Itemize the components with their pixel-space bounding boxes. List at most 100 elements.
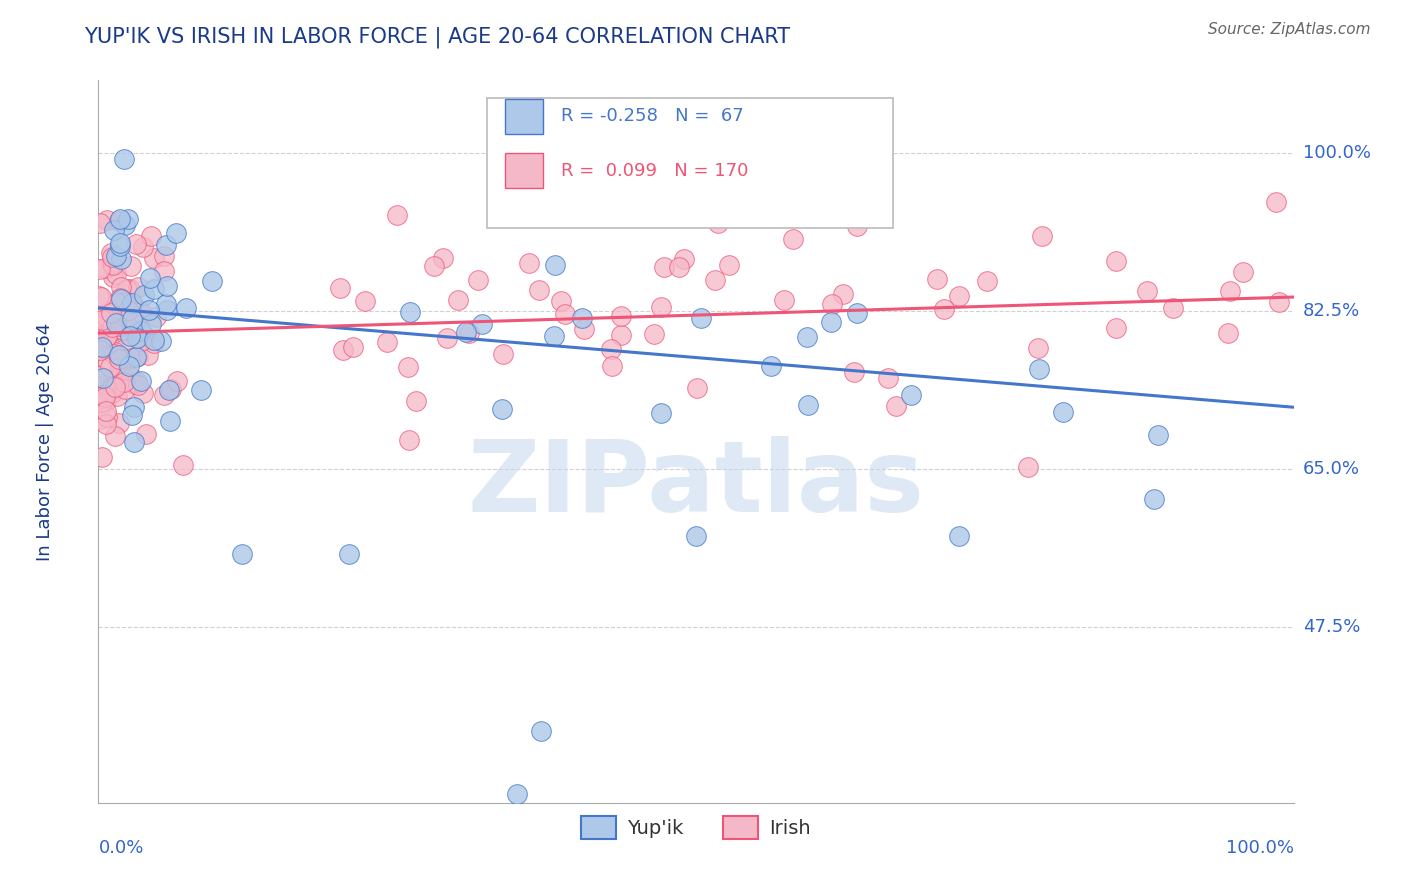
Point — [139, 228, 162, 243]
Point — [456, 325, 478, 339]
Point — [457, 326, 479, 341]
Point — [127, 349, 149, 363]
Text: YUP'IK VS IRISH IN LABOR FORCE | AGE 20-64 CORRELATION CHART: YUP'IK VS IRISH IN LABOR FORCE | AGE 20-… — [84, 27, 790, 48]
Point — [707, 216, 730, 230]
Point — [125, 375, 148, 389]
Point — [89, 262, 111, 277]
Point — [527, 283, 550, 297]
Text: 0.0%: 0.0% — [98, 838, 143, 857]
Point — [110, 279, 132, 293]
Point — [600, 359, 623, 373]
Point — [142, 336, 165, 351]
Point — [100, 380, 122, 394]
Point — [491, 402, 513, 417]
Text: 100.0%: 100.0% — [1303, 144, 1371, 161]
Point — [166, 374, 188, 388]
Point — [94, 318, 117, 332]
Point — [1052, 405, 1074, 419]
Point — [844, 365, 866, 379]
Point — [94, 393, 117, 408]
Point — [114, 310, 136, 324]
Point — [550, 294, 572, 309]
Point — [685, 529, 707, 543]
Point — [129, 305, 152, 319]
Point — [97, 320, 120, 334]
Point — [820, 166, 842, 180]
Text: In Labor Force | Age 20-64: In Labor Force | Age 20-64 — [35, 322, 53, 561]
Point — [90, 340, 112, 354]
Point — [141, 318, 163, 332]
Point — [572, 322, 595, 336]
Point — [353, 294, 375, 309]
Point — [90, 290, 112, 304]
Point — [94, 417, 117, 431]
Point — [117, 303, 139, 318]
Point — [610, 309, 633, 323]
Point — [156, 302, 179, 317]
Point — [796, 330, 818, 344]
Point — [108, 211, 131, 226]
Point — [104, 267, 127, 281]
Point — [129, 324, 152, 338]
Point — [610, 327, 633, 342]
Point — [129, 374, 152, 388]
Point — [339, 548, 361, 562]
Point — [104, 380, 127, 394]
Point — [155, 297, 177, 311]
Point — [948, 529, 970, 543]
Point — [436, 331, 458, 345]
Point — [1147, 428, 1170, 442]
Point — [492, 347, 515, 361]
Point — [105, 295, 128, 310]
Point — [114, 295, 136, 310]
Point — [143, 251, 166, 265]
Point — [398, 433, 420, 447]
Point — [112, 351, 135, 366]
Point — [100, 306, 122, 320]
Point — [231, 548, 253, 562]
Point — [877, 371, 900, 385]
Point — [90, 411, 112, 425]
Point — [1105, 253, 1128, 268]
Point — [422, 260, 444, 274]
Point — [201, 274, 224, 288]
Point — [127, 330, 149, 344]
Text: ZIPatlas: ZIPatlas — [468, 436, 924, 533]
Point — [90, 309, 112, 323]
Point — [976, 273, 998, 287]
Point — [112, 376, 135, 390]
Point — [900, 388, 922, 402]
Point — [96, 328, 118, 343]
Point — [110, 252, 132, 267]
Text: Source: ZipAtlas.com: Source: ZipAtlas.com — [1208, 22, 1371, 37]
Point — [110, 292, 132, 306]
Point — [104, 345, 127, 359]
Point — [145, 310, 167, 325]
Point — [143, 282, 166, 296]
Point — [94, 382, 117, 396]
Point — [108, 235, 131, 250]
Point — [375, 334, 398, 349]
Point — [155, 238, 177, 252]
Point — [100, 324, 122, 338]
Point — [821, 297, 844, 311]
Point — [132, 240, 155, 254]
Point — [396, 359, 419, 374]
Point — [190, 383, 212, 397]
Point — [845, 219, 868, 233]
Text: 47.5%: 47.5% — [1303, 617, 1361, 636]
Point — [150, 334, 173, 348]
Point — [94, 387, 117, 401]
Point — [101, 269, 124, 284]
Point — [96, 310, 118, 325]
Point — [120, 370, 142, 384]
Text: 82.5%: 82.5% — [1303, 301, 1361, 319]
Point — [136, 348, 159, 362]
Text: R = -0.258   N =  67: R = -0.258 N = 67 — [561, 107, 744, 126]
Point — [107, 388, 129, 402]
Point — [132, 386, 155, 401]
Point — [143, 333, 166, 347]
Legend: Yup'ik, Irish: Yup'ik, Irish — [574, 808, 818, 847]
Point — [124, 237, 146, 252]
Point — [122, 400, 145, 414]
